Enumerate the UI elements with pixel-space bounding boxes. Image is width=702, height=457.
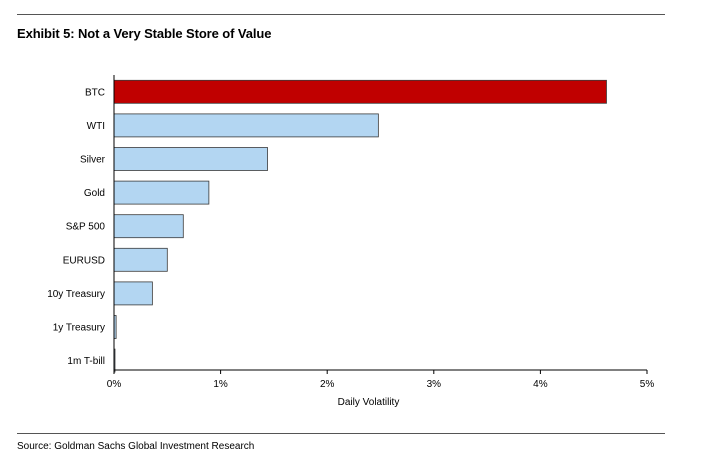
category-label: 1m T-bill	[67, 356, 105, 367]
exhibit-title: Exhibit 5: Not a Very Stable Store of Va…	[17, 26, 272, 41]
bar-btc	[113, 79, 607, 104]
x-tick-label: 2%	[320, 379, 335, 390]
bar-s-p-500	[113, 214, 184, 239]
bar-gold	[113, 180, 210, 205]
bar-wti	[113, 113, 379, 138]
x-tick-label: 0%	[107, 379, 122, 390]
bottom-rule	[17, 433, 665, 434]
category-label: Silver	[80, 155, 106, 166]
category-label: 10y Treasury	[47, 289, 105, 300]
category-label: BTC	[85, 87, 105, 98]
x-axis-title: Daily Volatility	[338, 397, 400, 408]
category-label: Gold	[84, 188, 105, 199]
x-tick-label: 3%	[427, 379, 442, 390]
bar-10y-treasury	[113, 281, 153, 306]
x-tick-label: 5%	[640, 379, 655, 390]
category-label: EURUSD	[63, 255, 105, 266]
top-rule	[17, 14, 665, 15]
bar-silver	[113, 147, 268, 171]
category-label: S&P 500	[66, 222, 106, 233]
category-label: WTI	[87, 121, 105, 132]
x-tick-label: 1%	[213, 379, 228, 390]
source-note: Source: Goldman Sachs Global Investment …	[17, 441, 255, 452]
bar-eurusd	[113, 247, 168, 272]
x-tick-label: 4%	[533, 379, 548, 390]
category-label: 1y Treasury	[53, 323, 105, 334]
